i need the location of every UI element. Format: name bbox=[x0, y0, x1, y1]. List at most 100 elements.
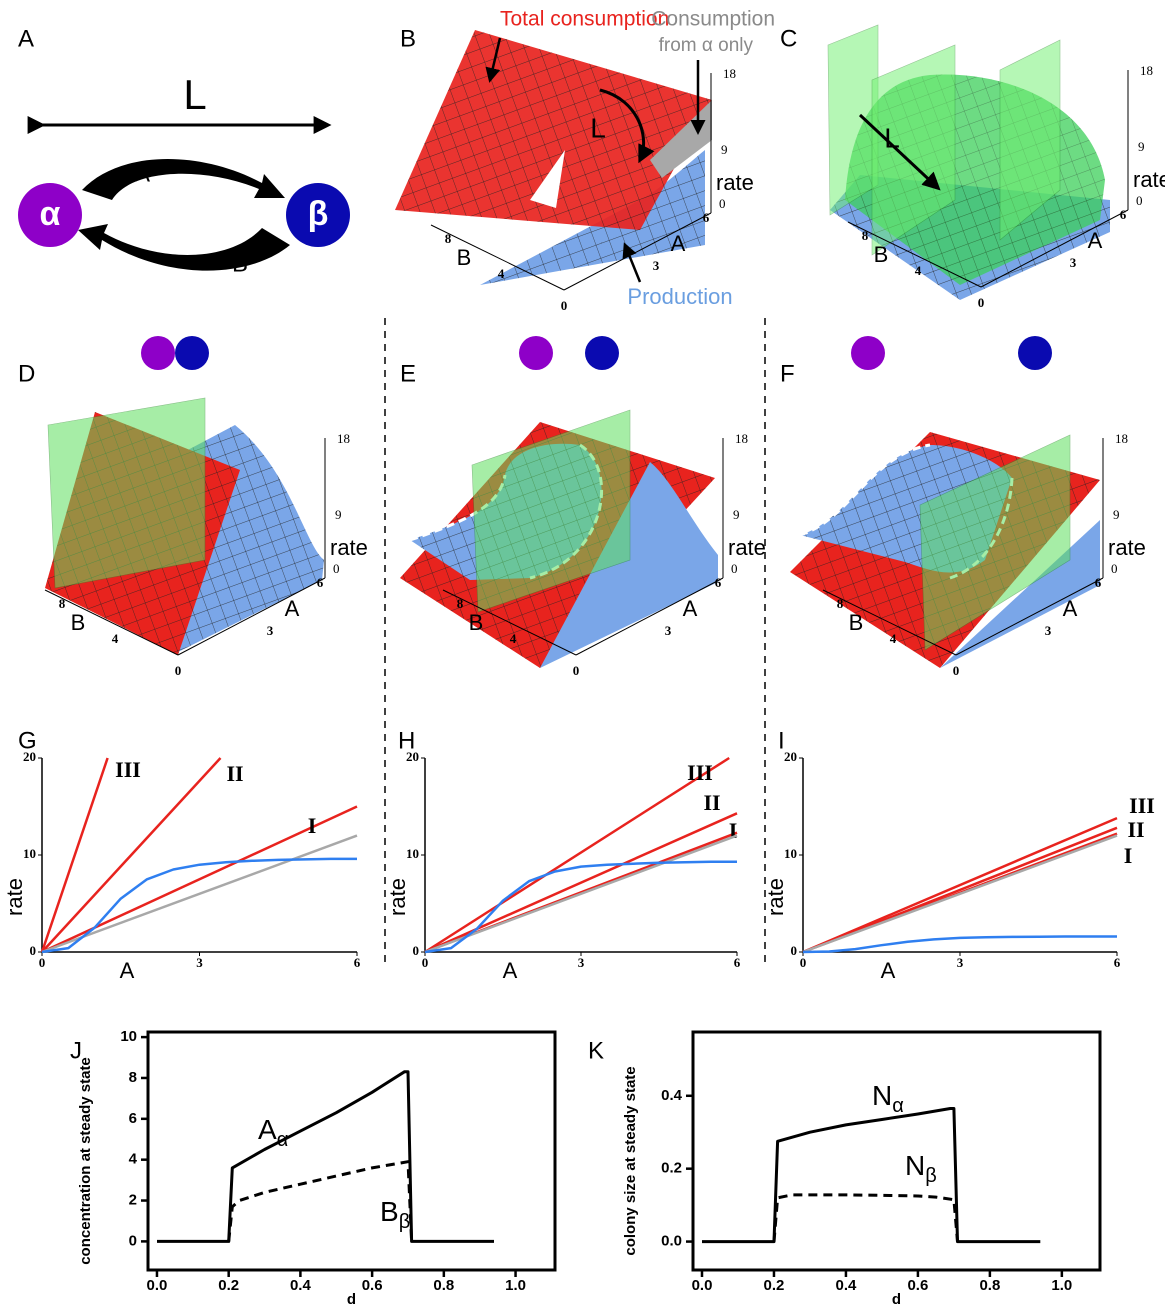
tick-label: 18 bbox=[1115, 431, 1128, 446]
x-axis-label: d bbox=[892, 1291, 901, 1307]
tick-label: 18 bbox=[337, 431, 350, 446]
x-tick-label: 6 bbox=[354, 955, 361, 970]
x-tick-label: 0 bbox=[800, 955, 807, 970]
surface-plot: Total consumption Consumption from α onl… bbox=[395, 8, 775, 309]
axis-label: A bbox=[671, 231, 686, 256]
series-name: N bbox=[872, 1080, 892, 1111]
y-tick-label: 6 bbox=[129, 1110, 137, 1127]
tick-label: 3 bbox=[1045, 623, 1052, 638]
series-label: III bbox=[1129, 793, 1155, 818]
tick-label: 6 bbox=[1095, 575, 1102, 590]
annotation: Consumption bbox=[651, 8, 775, 31]
y-tick-label: 8 bbox=[129, 1069, 137, 1086]
data-line bbox=[157, 1072, 494, 1242]
tick-label: 9 bbox=[733, 507, 740, 522]
axis-label: A bbox=[1088, 228, 1103, 253]
y-axis-label: rate bbox=[385, 878, 410, 916]
species-label: β bbox=[308, 195, 329, 233]
tick-label: 0 bbox=[333, 561, 340, 576]
tick-label: 8 bbox=[59, 596, 66, 611]
series-label: II bbox=[1127, 817, 1144, 842]
panel-label: E bbox=[400, 360, 416, 387]
surface-plot bbox=[790, 336, 1100, 668]
axis-label: A bbox=[1063, 596, 1078, 621]
y-tick-label: 2 bbox=[129, 1192, 137, 1209]
tick-label: 0 bbox=[731, 561, 738, 576]
x-tick-label: 1.0 bbox=[505, 1277, 526, 1294]
y-tick-label: 10 bbox=[23, 846, 36, 861]
axis-label: B bbox=[71, 610, 86, 635]
series-label: Bβ bbox=[380, 1196, 410, 1233]
x-tick-label: 1.0 bbox=[1051, 1277, 1072, 1294]
series-subscript: α bbox=[277, 1129, 289, 1151]
tick-label: 6 bbox=[715, 575, 722, 590]
schematic: L A B α β bbox=[18, 71, 350, 277]
plot-frame bbox=[693, 1032, 1100, 1270]
tick-label: 8 bbox=[457, 596, 464, 611]
annotation: from α only bbox=[659, 35, 754, 56]
axis-label: rate bbox=[716, 170, 754, 195]
tick-label: 4 bbox=[510, 631, 517, 646]
series-label: III bbox=[115, 757, 141, 782]
series-subscript: β bbox=[399, 1211, 411, 1233]
tick-label: 9 bbox=[1113, 507, 1120, 522]
series-subscript: α bbox=[892, 1095, 904, 1117]
data-line bbox=[42, 758, 221, 952]
annotation: L bbox=[884, 122, 900, 153]
y-tick-label: 10 bbox=[784, 846, 797, 861]
axis-label: A bbox=[285, 596, 300, 621]
x-tick-label: 6 bbox=[1114, 955, 1121, 970]
data-line bbox=[803, 818, 1117, 952]
x-axis-label: d bbox=[347, 1291, 356, 1307]
tick-label: 6 bbox=[703, 210, 710, 225]
x-tick-label: 0.6 bbox=[362, 1277, 383, 1294]
data-line bbox=[774, 1195, 958, 1242]
x-tick-label: 0.0 bbox=[147, 1277, 168, 1294]
x-tick-label: 0.8 bbox=[433, 1277, 454, 1294]
tick-label: 18 bbox=[723, 66, 736, 81]
y-tick-label: 10 bbox=[406, 846, 419, 861]
tick-label: 3 bbox=[653, 258, 660, 273]
panel-label: D bbox=[18, 360, 35, 387]
y-tick-label: 0.2 bbox=[661, 1160, 682, 1177]
tick-label: 0 bbox=[978, 295, 985, 310]
rate-label: A bbox=[134, 160, 150, 187]
tick-label: 0 bbox=[953, 663, 960, 678]
tick-label: 3 bbox=[267, 623, 274, 638]
x-tick-label: 0.6 bbox=[907, 1277, 928, 1294]
species-label: α bbox=[40, 195, 61, 233]
distance-label: L bbox=[183, 71, 206, 118]
data-line bbox=[803, 836, 1117, 952]
tick-label: 4 bbox=[112, 631, 119, 646]
series-label: III bbox=[687, 760, 713, 785]
data-line bbox=[425, 862, 737, 952]
y-tick-label: 0 bbox=[791, 943, 798, 958]
series-label: II bbox=[703, 790, 720, 815]
tick-label: 9 bbox=[335, 507, 342, 522]
tick-label: 0 bbox=[719, 196, 726, 211]
x-tick-label: 0 bbox=[422, 955, 429, 970]
series-name: B bbox=[380, 1196, 399, 1227]
axis-label: B bbox=[469, 610, 484, 635]
x-axis-label: A bbox=[120, 958, 135, 983]
y-axis-label: rate bbox=[763, 878, 788, 916]
x-axis-label: A bbox=[881, 958, 896, 983]
tick-label: 9 bbox=[721, 142, 728, 157]
y-tick-label: 20 bbox=[784, 749, 797, 764]
axis-label: rate bbox=[1108, 535, 1146, 560]
tick-label: 3 bbox=[1070, 255, 1077, 270]
x-tick-label: 0.0 bbox=[692, 1277, 713, 1294]
tick-label: 6 bbox=[317, 575, 324, 590]
panel-label: K bbox=[588, 1037, 604, 1064]
y-axis-label: concentration at steady state bbox=[77, 1057, 94, 1265]
data-line bbox=[42, 836, 357, 952]
plot-frame bbox=[148, 1032, 555, 1270]
panel-label: C bbox=[780, 25, 797, 52]
tick-label: 0 bbox=[573, 663, 580, 678]
axis-label: rate bbox=[728, 535, 766, 560]
x-tick-label: 0.4 bbox=[836, 1277, 858, 1294]
rate-label: B bbox=[232, 250, 248, 277]
x-tick-label: 0.2 bbox=[764, 1277, 785, 1294]
series-name: N bbox=[905, 1150, 925, 1181]
x-tick-label: 0.2 bbox=[218, 1277, 239, 1294]
